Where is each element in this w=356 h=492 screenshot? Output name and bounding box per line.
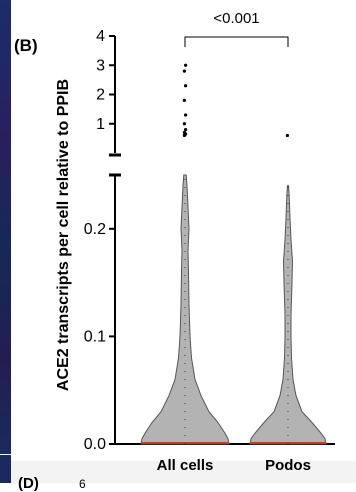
outlier-point-0-2	[182, 130, 186, 135]
panel-label: (B)	[14, 36, 38, 55]
outlier-point-1-0	[285, 133, 289, 138]
next-panel-image-strip	[0, 455, 11, 483]
outlier-point-0-5	[184, 113, 188, 117]
outlier-point-0-6	[182, 98, 186, 102]
y-tick-label-upper-0: 1	[96, 116, 105, 133]
next-panel-background	[11, 461, 356, 483]
y-tick-label-lower-1: 0.1	[84, 328, 106, 345]
x-tick-label-0: All cells	[157, 457, 214, 474]
adjacent-panel-image-strip	[0, 0, 11, 454]
y-axis-title: ACE2 transcripts per cell relative to PP…	[55, 79, 72, 391]
y-tick-label-lower-0: 0.0	[84, 436, 106, 453]
outlier-point-0-3	[184, 128, 188, 132]
y-tick-label-lower-2: 0.2	[84, 221, 106, 238]
next-panel-strip	[0, 455, 356, 483]
significance-bracket	[184, 36, 289, 47]
chart-axes	[109, 35, 335, 445]
violin-series	[140, 63, 327, 445]
significance-label: <0.001	[213, 10, 259, 27]
outlier-point-0-9	[184, 63, 188, 67]
chart-labels: 0.0 0.1 0.2 1 2 3 4 ACE2 transcripts per cell r…	[55, 10, 311, 474]
x-tick-label-1: Podos	[265, 457, 311, 474]
outlier-point-0-4	[182, 122, 186, 126]
outlier-point-0-8	[182, 69, 186, 73]
violin-1	[249, 185, 327, 445]
y-tick-label-upper-3: 4	[96, 28, 105, 45]
y-tick-label-upper-1: 2	[96, 87, 105, 104]
y-tick-label-upper-2: 3	[96, 57, 105, 74]
violin-0	[140, 174, 230, 445]
outlier-point-0-7	[184, 84, 188, 88]
